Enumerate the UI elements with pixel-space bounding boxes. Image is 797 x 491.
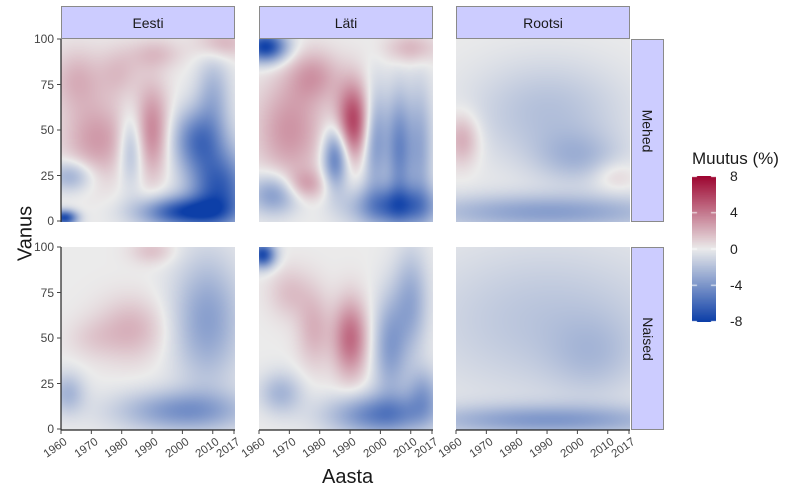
x-axis-title: Aasta [322,466,374,488]
x-tick-label: 1980 [497,436,526,461]
y-tick-label: 0 [47,422,54,436]
heatmap-panel-lati-mehed [259,39,433,222]
heatmap-canvas-rootsi-naised [456,247,630,430]
legend-tick-label: -8 [730,313,743,329]
facet-strip-eesti-label: Eesti [132,14,164,31]
y-tick-label: 100 [33,32,54,46]
heatmap-panel-rootsi-naised [456,247,630,430]
facet-strip-rootsi-label: Rootsi [523,14,563,31]
x-tick-label: 1990 [331,436,359,461]
y-tick-label: 75 [40,285,54,300]
x-tick-label: 1990 [528,436,556,461]
x-tick-label: 2017 [215,436,243,461]
y-tick-label: 0 [47,214,54,228]
heatmap-panel-lati-naised [259,247,433,430]
facet-strip-lati: Läti [259,6,433,39]
facet-strip-mehed-label: Mehed [639,109,656,152]
x-tick-label: 1980 [300,436,329,461]
heatmap-canvas-eesti-mehed [61,39,235,222]
x-tick-label: 1960 [42,436,70,461]
facet-strip-eesti: Eesti [61,6,235,39]
legend-colorbar [692,176,716,322]
y-tick-label: 50 [40,331,54,345]
facet-strip-mehed: Mehed [631,39,664,222]
x-tick-label: 2017 [610,436,638,461]
facet-strip-rootsi: Rootsi [456,6,630,39]
x-tick-label: 1970 [270,436,299,461]
x-tick-label: 1990 [133,436,161,461]
y-tick-label: 50 [40,123,54,137]
heatmap-canvas-eesti-naised [61,247,235,430]
legend-tick-label: -4 [730,276,743,293]
x-tick-label: 1970 [467,436,496,461]
facet-strip-naised: Naised [631,247,664,430]
heatmap-canvas-lati-mehed [259,39,433,222]
legend-tick-label: 0 [730,240,738,257]
y-tick-label: 100 [33,240,54,254]
y-axis-title: Vanus [14,205,37,262]
x-tick-label: 1960 [240,436,268,461]
heatmap-canvas-lati-naised [259,247,433,430]
heatmap-panel-eesti-mehed [61,39,235,222]
x-tick-label: 1960 [437,436,465,461]
legend-title: Muutus (%) [692,149,779,168]
x-tick-label: 2000 [558,436,587,461]
x-tick-label: 1970 [72,436,101,461]
legend-tick-label: 8 [730,168,738,184]
x-tick-label: 1980 [102,436,131,461]
y-tick-label: 75 [40,77,54,92]
heatmap-panel-rootsi-mehed [456,39,630,222]
heatmap-panel-eesti-naised [61,247,235,430]
y-tick-label: 25 [40,168,54,183]
x-tick-label: 2000 [361,436,390,461]
legend-tick-label: 4 [730,204,738,221]
heatmap-canvas-rootsi-mehed [456,39,630,222]
facet-strip-lati-label: Läti [334,14,358,31]
x-tick-label: 2017 [413,436,441,461]
y-tick-label: 25 [40,376,54,391]
facet-strip-naised-label: Naised [639,316,656,361]
x-tick-label: 2000 [163,436,192,461]
